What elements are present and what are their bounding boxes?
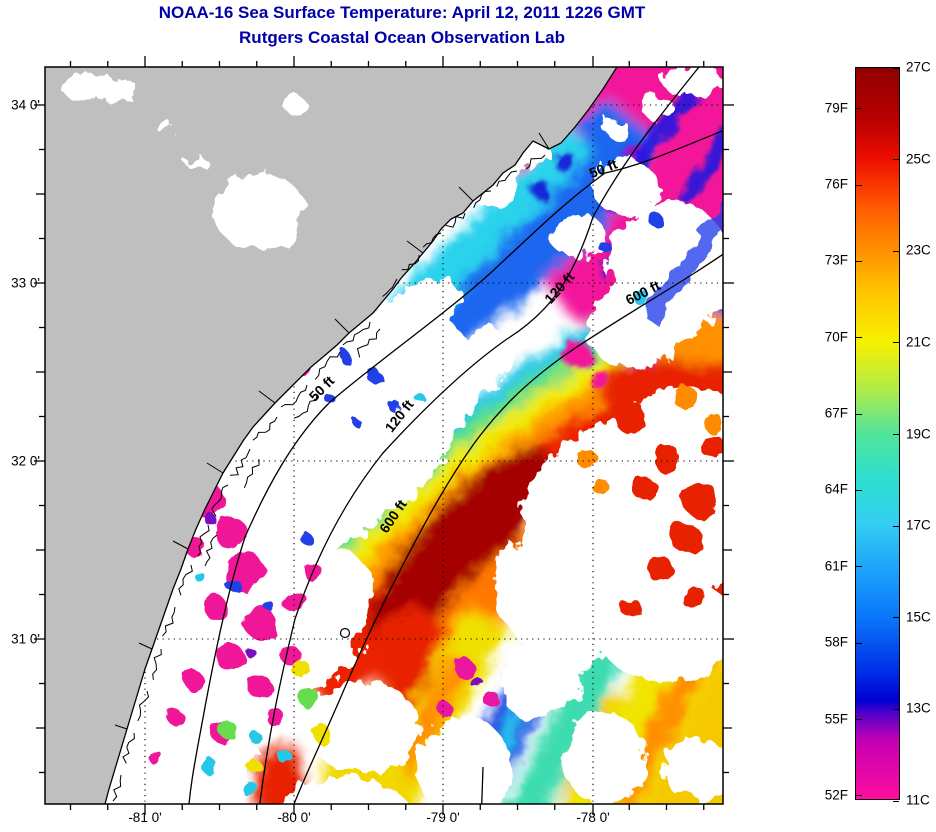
colorbar-fahrenheit-label: 76F xyxy=(824,176,848,192)
colorbar-fahrenheit-label: 67F xyxy=(824,405,848,421)
colorbar-fahrenheit-label: 52F xyxy=(824,787,848,803)
clouds-over-land xyxy=(62,75,307,250)
colorbar-tick xyxy=(893,434,899,435)
x-tick-label: -78 0' xyxy=(576,810,610,825)
colorbar-tick xyxy=(856,642,862,644)
colorbar-fahrenheit-label: 58F xyxy=(824,634,848,650)
contour-50ft xyxy=(188,129,723,804)
land xyxy=(45,67,618,804)
colorbar-fahrenheit-label: 79F xyxy=(824,100,848,116)
colorbar-fahrenheit-label: 73F xyxy=(824,252,848,268)
colorbar-celsius-label: 19C xyxy=(906,426,931,441)
colorbar xyxy=(855,67,900,802)
rivers xyxy=(114,132,550,730)
y-tick-label: 34 0' xyxy=(11,97,40,113)
colorbar-fahrenheit-label: 61F xyxy=(824,558,848,574)
colorbar-tick xyxy=(856,413,862,415)
colorbar-tick xyxy=(856,260,862,262)
colorbar-tick xyxy=(856,337,862,339)
depth-contours xyxy=(188,67,723,804)
colorbar-tick xyxy=(856,566,862,568)
landmass xyxy=(45,67,617,804)
y-tick-label: 33 0' xyxy=(11,275,40,291)
map-title: NOAA-16 Sea Surface Temperature: April 1… xyxy=(158,3,646,22)
colorbar-tick xyxy=(893,342,899,344)
colorbar-tick xyxy=(856,795,862,797)
colorbar-celsius-label: 11C xyxy=(906,792,930,808)
colorbar-fahrenheit-label: 64F xyxy=(824,481,848,497)
colorbar-tick xyxy=(893,617,899,619)
y-tick-label: 32 0' xyxy=(11,453,40,469)
colorbar-celsius-label: 15C xyxy=(906,609,931,625)
plot-frame xyxy=(44,66,724,805)
x-tick-label: -79 0' xyxy=(426,810,460,825)
colorbar-celsius-label: 27C xyxy=(906,59,931,75)
colorbar-tick xyxy=(893,800,899,802)
x-tick-label: -81 0' xyxy=(128,810,162,825)
colorbar-celsius-label: 13C xyxy=(906,700,931,716)
coastline xyxy=(104,67,618,804)
colorbar-celsius-label: 25C xyxy=(906,151,931,167)
colorbar-tick xyxy=(893,67,899,69)
colorbar-celsius-label: 17C xyxy=(906,517,931,533)
axis-ticks xyxy=(34,56,734,815)
colorbar-tick xyxy=(893,159,899,161)
colorbar-fahrenheit-label: 70F xyxy=(824,329,848,345)
contour-fragment xyxy=(481,766,484,804)
colorbar-celsius-label: 23C xyxy=(906,242,931,258)
y-tick-label: 31 0' xyxy=(11,631,40,647)
colorbar-tick xyxy=(893,250,899,252)
colorbar-celsius-label: 21C xyxy=(906,334,931,350)
contour-120ft xyxy=(259,67,700,804)
map-subtitle: Rutgers Coastal Ocean Observation Lab xyxy=(239,28,565,47)
contour-600ft xyxy=(293,253,723,804)
colorbar-tick xyxy=(856,719,862,721)
x-tick-label: -80 0' xyxy=(277,810,311,825)
colorbar-tick xyxy=(893,708,899,710)
colorbar-fahrenheit-label: 55F xyxy=(824,711,848,727)
colorbar-tick xyxy=(856,184,862,186)
colorbar-tick xyxy=(856,489,862,491)
coastal-marsh-detail xyxy=(112,154,546,802)
colorbar-tick xyxy=(893,525,899,527)
buoy-marker xyxy=(339,627,351,639)
colorbar-tick xyxy=(856,108,862,110)
